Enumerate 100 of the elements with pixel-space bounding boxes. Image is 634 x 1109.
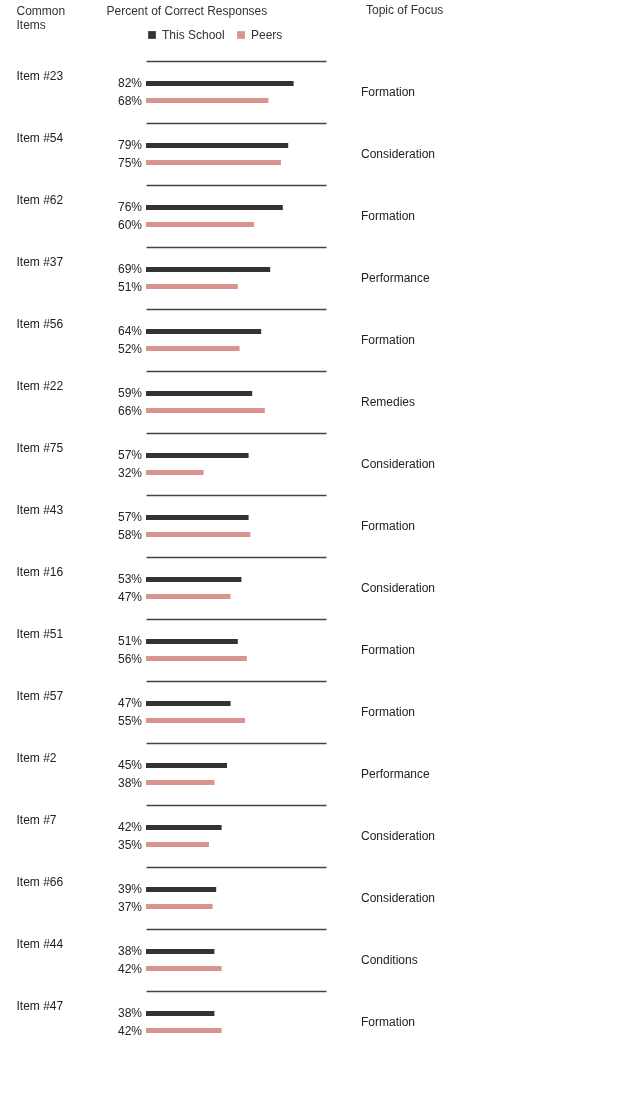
data-label: 57% [117, 510, 143, 525]
y-tick-label: Item #57 [16, 689, 64, 703]
text: Consideration [361, 829, 436, 843]
bar [146, 470, 204, 476]
data-label: 57% [117, 448, 143, 463]
text: Conditions [361, 953, 418, 967]
bar [146, 948, 215, 954]
bar [146, 160, 281, 166]
bar [146, 1028, 222, 1034]
data-label: 42% [117, 1023, 143, 1038]
data-label: 76% [117, 200, 143, 215]
bar [146, 346, 240, 352]
y-tick-label: Item #7 [16, 813, 57, 827]
data-label: 58% [117, 527, 143, 542]
y-tick-label: Item #75 [16, 441, 64, 455]
data-label: 51% [117, 634, 143, 649]
data-label: 38% [117, 944, 143, 959]
data-label: 59% [117, 386, 143, 401]
bar [146, 762, 227, 768]
y-tick-label: Item #62 [16, 193, 64, 207]
data-label: 55% [117, 713, 143, 728]
y-tick-label: Item #44 [16, 937, 64, 951]
bar [146, 842, 209, 848]
bar [146, 904, 213, 910]
bar [146, 718, 245, 724]
data-label: 66% [117, 403, 143, 418]
text: Formation [361, 643, 416, 657]
bar [146, 966, 222, 972]
text: Formation [361, 85, 416, 99]
text: Topic of Focus [366, 3, 444, 17]
y-tick-label: Item #23 [16, 69, 64, 83]
text: Formation [361, 519, 416, 533]
data-label: 60% [117, 217, 143, 232]
bar [146, 780, 215, 786]
bar [146, 638, 238, 644]
bar [146, 408, 265, 414]
data-label: 47% [117, 696, 143, 711]
data-label: 82% [117, 76, 143, 91]
data-label: 38% [117, 775, 143, 790]
y-tick-label: Item #22 [16, 379, 64, 393]
bar [146, 824, 222, 830]
bar [146, 204, 283, 210]
bar [146, 452, 249, 458]
bar [146, 328, 262, 334]
data-label: 42% [117, 961, 143, 976]
bar [146, 390, 253, 396]
y-tick-label: Item #16 [16, 565, 64, 579]
x-axis-title: Percent of Correct Responses [106, 3, 268, 18]
data-label: 68% [117, 93, 143, 108]
bar [146, 886, 217, 892]
data-label: 39% [117, 882, 143, 897]
text: Remedies [361, 395, 416, 409]
bar [146, 98, 269, 104]
legend-label: Peers [251, 28, 283, 42]
bar [146, 700, 231, 706]
text: Performance [361, 271, 431, 285]
text: Formation [361, 1015, 416, 1029]
bar [146, 1010, 215, 1016]
data-label: 37% [117, 899, 143, 914]
y-tick-label: Item #54 [16, 131, 64, 145]
data-label: 69% [117, 262, 143, 277]
bar [146, 284, 238, 290]
y-tick-label: Item #43 [16, 503, 64, 517]
data-label: 38% [117, 1006, 143, 1021]
bar [146, 80, 294, 86]
text: Formation [361, 333, 416, 347]
data-label: 51% [117, 279, 143, 294]
data-label: 53% [117, 572, 143, 587]
bar [146, 222, 254, 228]
y-tick-label: Item #37 [16, 255, 64, 269]
legend-label: This School [162, 28, 225, 42]
bar [146, 532, 251, 538]
data-label: 52% [117, 341, 143, 356]
text: Formation [361, 209, 416, 223]
y-axis-title: Common Items [16, 3, 66, 32]
data-label: 42% [117, 820, 143, 835]
data-label: 47% [117, 589, 143, 604]
y-tick-label: Item #56 [16, 317, 64, 331]
text: Formation [361, 705, 416, 719]
bar [146, 142, 289, 148]
text: Consideration [361, 457, 436, 471]
text: Performance [361, 767, 431, 781]
y-tick-label: Item #2 [16, 751, 57, 765]
data-label: 75% [117, 155, 143, 170]
data-label: 56% [117, 651, 143, 666]
text: Consideration [361, 147, 436, 161]
data-label: 45% [117, 758, 143, 773]
data-label: 32% [117, 465, 143, 480]
bar [146, 514, 249, 520]
text: Consideration [361, 581, 436, 595]
bar [146, 656, 247, 662]
text: Consideration [361, 891, 436, 905]
bar [146, 266, 271, 272]
data-label: 64% [117, 324, 143, 339]
data-label: 35% [117, 837, 143, 852]
bar [146, 594, 231, 600]
y-tick-label: Item #51 [16, 627, 64, 641]
bar [146, 576, 242, 582]
y-tick-label: Item #47 [16, 999, 64, 1013]
y-tick-label: Item #66 [16, 875, 64, 889]
